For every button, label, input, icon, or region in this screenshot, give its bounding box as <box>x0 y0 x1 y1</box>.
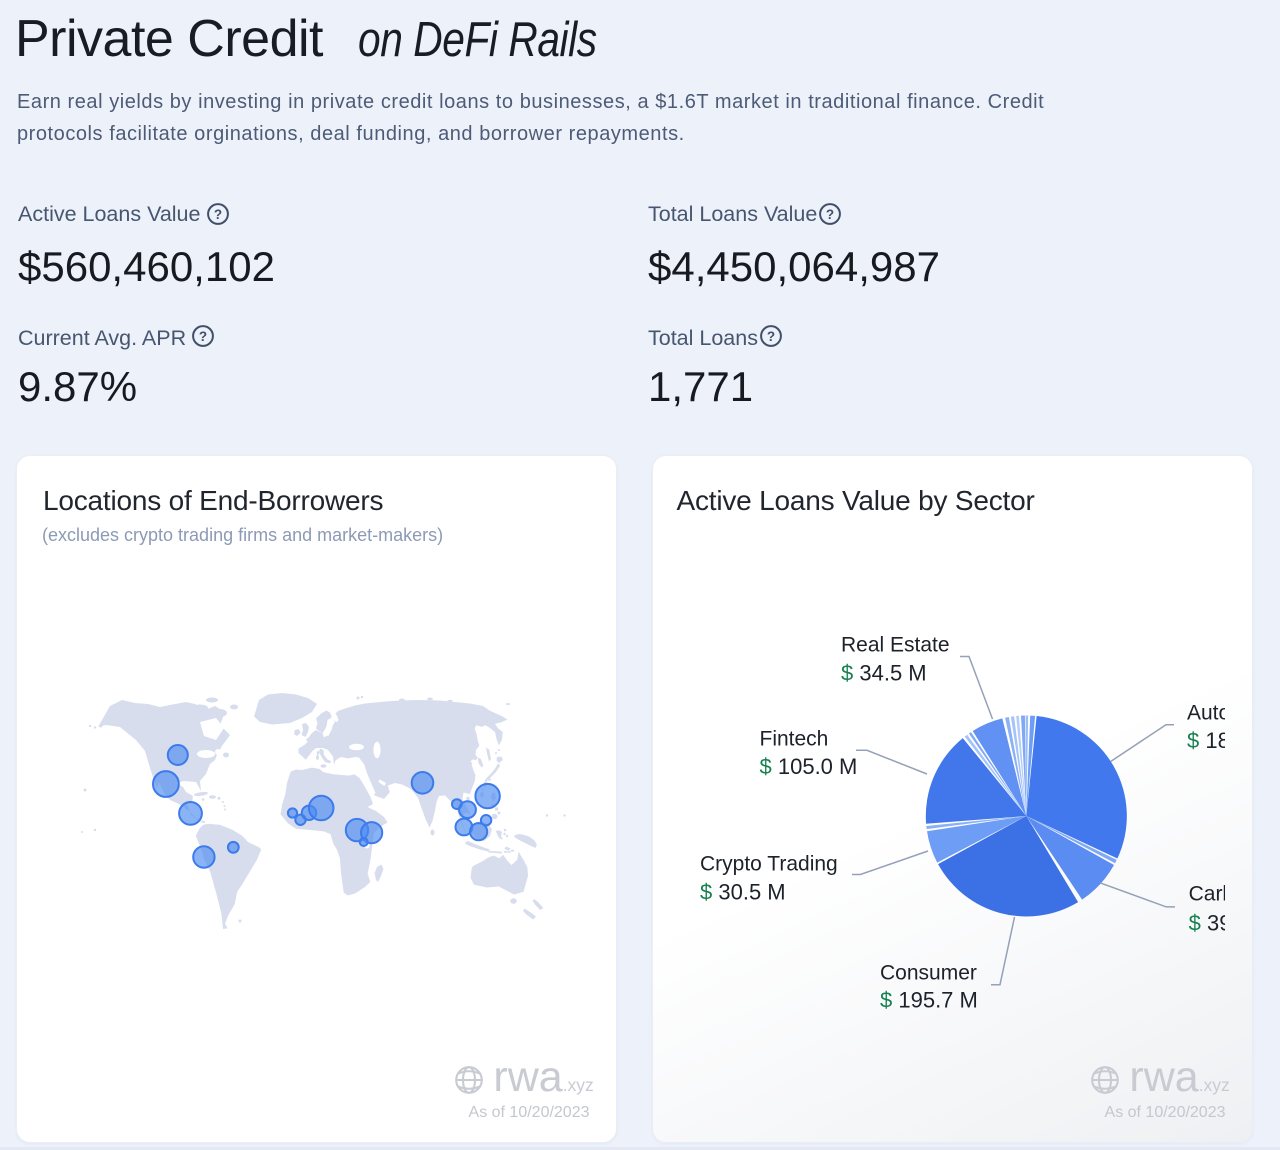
svg-text:$ 34.5 M: $ 34.5 M <box>841 660 927 685</box>
svg-text:Fintech: Fintech <box>760 727 829 750</box>
svg-text:Real Estate: Real Estate <box>841 634 950 657</box>
svg-text:.xyz: .xyz <box>1198 1075 1229 1095</box>
svg-text:Auto: Auto <box>1187 702 1225 725</box>
svg-text:$ 39.4 M: $ 39.4 M <box>1189 910 1225 935</box>
svg-text:As of 10/20/2023: As of 10/20/2023 <box>1104 1104 1225 1121</box>
svg-text:Crypto Trading: Crypto Trading <box>700 853 838 876</box>
svg-text:$ 30.5 M: $ 30.5 M <box>700 880 786 905</box>
svg-text:$ 105.0 M: $ 105.0 M <box>760 754 858 779</box>
svg-text:?: ? <box>826 207 834 222</box>
svg-text:$ 195.7 M: $ 195.7 M <box>880 987 978 1012</box>
svg-text:Carbon: Carbon <box>1189 882 1225 905</box>
svg-text:rwa: rwa <box>493 1055 562 1101</box>
svg-text:.xyz: .xyz <box>562 1075 593 1095</box>
svg-text:?: ? <box>767 328 775 343</box>
svg-text:$ 185.4 M: $ 185.4 M <box>1187 728 1225 753</box>
svg-text:Consumer: Consumer <box>880 962 977 985</box>
svg-text:?: ? <box>198 328 206 343</box>
svg-text:rwa: rwa <box>1129 1055 1198 1101</box>
svg-text:?: ? <box>214 207 222 222</box>
svg-text:As of 10/20/2023: As of 10/20/2023 <box>468 1104 589 1121</box>
